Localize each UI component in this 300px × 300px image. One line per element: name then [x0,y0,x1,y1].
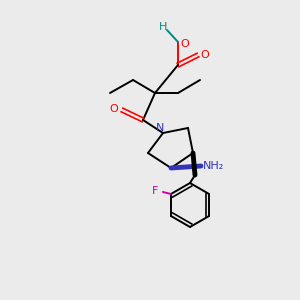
Text: O: O [201,50,209,60]
Text: O: O [181,39,189,49]
Text: H: H [159,22,167,32]
Text: NH₂: NH₂ [202,161,224,171]
Text: O: O [110,104,118,114]
Text: F: F [152,186,158,196]
Text: N: N [156,123,164,133]
